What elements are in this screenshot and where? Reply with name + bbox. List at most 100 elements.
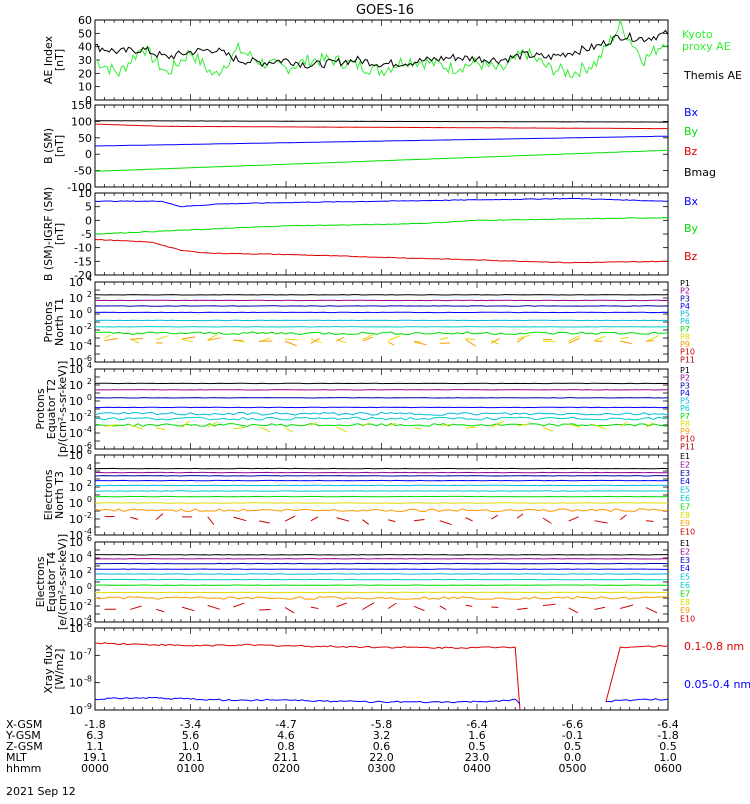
y-tick-exponent: 0 <box>87 582 92 591</box>
y-axis-label: North T3 <box>53 471 66 519</box>
series-e10 <box>543 518 552 523</box>
y-tick-label: 10 <box>69 552 83 565</box>
y-tick-label: 10 <box>69 497 83 510</box>
y-tick-exponent: 2 <box>87 479 92 488</box>
y-tick-label: 10 <box>78 81 92 94</box>
series-bz <box>95 124 668 129</box>
legend-bmag: Bmag <box>684 166 716 179</box>
plot-title: GOES-16 <box>356 3 414 18</box>
y-axis-label: [p/(cm²-s-sr-keV)] <box>56 361 69 458</box>
series-by <box>95 218 668 235</box>
y-tick-label: 10 <box>69 536 83 549</box>
panel-frame <box>95 105 668 187</box>
channel-label-p11: P11 <box>680 442 695 451</box>
panel-frame <box>95 542 668 622</box>
y-tick-exponent: -4 <box>84 425 92 434</box>
series-p9 <box>130 338 143 339</box>
series-e10 <box>285 516 295 521</box>
y-tick-label: -5 <box>81 228 92 241</box>
y-tick-label: 10 <box>69 600 83 613</box>
xaxis-value: 0100 <box>177 762 205 775</box>
y-tick-exponent: -2 <box>84 598 92 607</box>
y-tick-exponent: -9 <box>84 702 92 711</box>
y-tick-label: 10 <box>69 308 83 321</box>
y-tick-label: 10 <box>69 465 83 478</box>
series-e10 <box>388 520 395 522</box>
series-p7 <box>95 332 668 335</box>
legend-bx: Bx <box>684 195 699 208</box>
xaxis-value: 0600 <box>654 762 682 775</box>
channel-label-p11: P11 <box>680 355 695 364</box>
series-p9 <box>105 338 118 340</box>
series-e10 <box>569 608 578 613</box>
series-e10 <box>466 518 473 521</box>
y-tick-exponent: -2 <box>84 409 92 418</box>
series-p6 <box>95 417 668 420</box>
series-e10 <box>543 604 556 605</box>
series-e10 <box>646 521 653 522</box>
y-axis-label: [e/(cm²-s-sr-keV)] <box>56 534 69 630</box>
series-p8 <box>466 427 477 428</box>
series-e10 <box>233 517 246 521</box>
y-tick-label: 10 <box>69 568 83 581</box>
y-tick-exponent: 6 <box>87 447 92 456</box>
series-e10 <box>182 607 194 611</box>
series-bx <box>95 198 668 206</box>
series-bz <box>95 240 668 263</box>
series-p9 <box>388 342 394 345</box>
y-tick-label: -15 <box>74 255 92 268</box>
legend-bz: Bz <box>684 250 698 263</box>
y-tick-label: 0 <box>85 148 92 161</box>
y-tick-exponent: -8 <box>84 675 92 684</box>
y-tick-label: 10 <box>69 292 83 305</box>
series-p9 <box>414 342 426 345</box>
y-tick-label: 100 <box>71 115 92 128</box>
legend-bx: Bx <box>684 106 699 119</box>
y-tick-exponent: 2 <box>87 377 92 386</box>
y-tick-label: 150 <box>71 99 92 112</box>
series-p8 <box>285 339 297 340</box>
y-tick-exponent: 0 <box>87 306 92 315</box>
series-e10 <box>259 521 270 523</box>
series-p8 <box>233 427 246 429</box>
y-tick-label: 10 <box>69 379 83 392</box>
channel-label-e10: E10 <box>680 615 695 624</box>
y-tick-exponent: -2 <box>84 322 92 331</box>
y-tick-label: 10 <box>78 187 92 200</box>
y-tick-label: 10 <box>69 324 83 337</box>
y-tick-label: 10 <box>69 411 83 424</box>
series-e10 <box>517 514 523 518</box>
y-tick-label: 10 <box>69 513 83 526</box>
y-tick-label: 5 <box>85 201 92 214</box>
series-e10 <box>569 517 579 521</box>
y-tick-label: 10 <box>69 677 83 690</box>
y-tick-label: 10 <box>69 276 83 289</box>
series-p8 <box>156 336 167 340</box>
y-tick-label: 40 <box>78 41 92 54</box>
y-tick-exponent: 0 <box>87 495 92 504</box>
series-e10 <box>362 520 368 525</box>
panel-frame <box>95 455 668 535</box>
series-e10 <box>362 603 374 610</box>
series-e10 <box>440 521 452 525</box>
y-axis-label: North T1 <box>53 298 66 346</box>
series-0-1-0-8-nm <box>95 643 668 710</box>
series-p9 <box>620 341 631 344</box>
xaxis-value: 0300 <box>368 762 396 775</box>
series-e10 <box>337 518 350 521</box>
y-tick-label: 50 <box>78 132 92 145</box>
channel-label-e10: E10 <box>680 528 695 537</box>
series-e10 <box>414 606 425 610</box>
xaxis-value: 0000 <box>81 762 109 775</box>
series-p9 <box>466 340 476 347</box>
legend-by: By <box>684 222 699 235</box>
series-e10 <box>156 609 164 611</box>
series-p8 <box>620 337 628 338</box>
legend-0-1-0-8-nm: 0.1-0.8 nm <box>684 640 744 653</box>
y-tick-exponent: -4 <box>84 338 92 347</box>
